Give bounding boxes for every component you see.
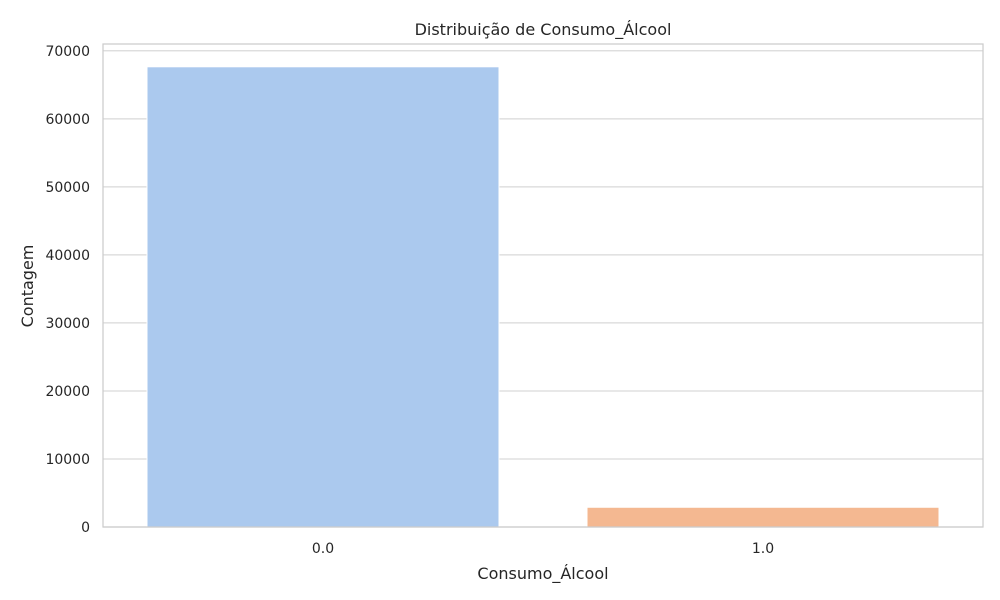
bar-1.0 (586, 506, 940, 528)
bars (146, 66, 940, 528)
x-tick-label: 1.0 (752, 541, 774, 557)
y-tick-label: 60000 (45, 112, 90, 128)
y-tick-label: 70000 (45, 44, 90, 60)
y-tick-label: 10000 (45, 452, 90, 468)
y-tick-label: 20000 (45, 384, 90, 400)
y-axis-label: Contagem (18, 245, 37, 328)
chart-title: Distribuição de Consumo_Álcool (415, 20, 672, 40)
y-tick-label: 30000 (45, 316, 90, 332)
bar-0.0 (146, 66, 500, 528)
plot-frame (102, 43, 984, 528)
x-axis-ticks: 0.0 1.0 (312, 541, 774, 557)
x-tick-label: 0.0 (312, 541, 334, 557)
x-axis-label: Consumo_Álcool (477, 564, 608, 584)
y-tick-label: 0 (81, 520, 90, 536)
y-tick-label: 50000 (45, 180, 90, 196)
y-axis-ticks: 0 10000 20000 30000 40000 50000 60000 70000 (45, 44, 90, 536)
y-tick-label: 40000 (45, 248, 90, 264)
